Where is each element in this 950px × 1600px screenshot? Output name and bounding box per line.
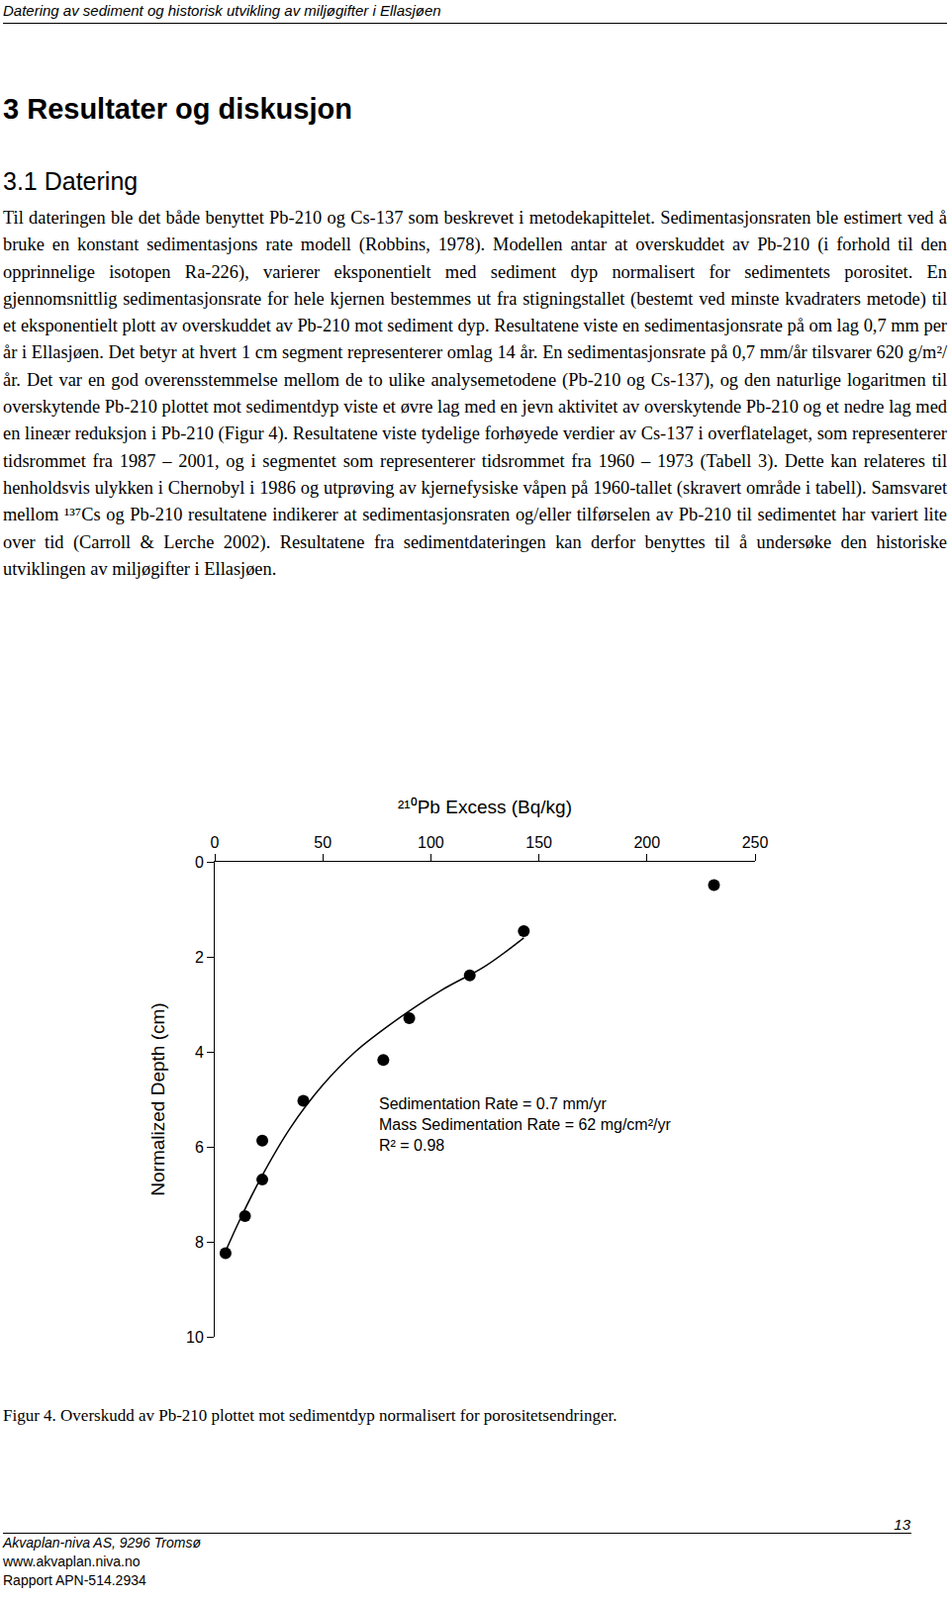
svg-text:²¹⁰Pb Excess (Bq/kg): ²¹⁰Pb Excess (Bq/kg): [397, 796, 572, 818]
svg-text:Normalized Depth (cm): Normalized Depth (cm): [147, 1002, 169, 1196]
html-text:Akvaplan-niva AS, 9296 Tromsø: Akvaplan-niva AS, 9296 Tromsø: [2, 1534, 201, 1551]
svg-text:8: 8: [194, 1234, 204, 1251]
svg-text:4: 4: [194, 1044, 204, 1061]
svg-text:6: 6: [194, 1139, 204, 1156]
svg-text:100: 100: [417, 834, 445, 852]
svg-text:50: 50: [313, 834, 332, 852]
html-text:3 Resultater og diskusjon: 3 Resultater og diskusjon: [2, 93, 353, 125]
svg-text:0: 0: [210, 834, 220, 852]
html-text:13: 13: [893, 1516, 911, 1533]
svg-text:0: 0: [194, 854, 204, 871]
html-text:www.akvaplan.niva.no: www.akvaplan.niva.no: [2, 1553, 141, 1570]
svg-text:2: 2: [194, 949, 204, 966]
html-text:Figur 4. Overskudd av Pb-210 p: Figur 4. Overskudd av Pb-210 plottet mot…: [2, 1406, 617, 1425]
svg-text:150: 150: [525, 834, 553, 852]
svg-text:250: 250: [742, 834, 769, 852]
svg-text:Sedimentation Rate = 0.7 mm/yr: Sedimentation Rate = 0.7 mm/yrMass Sedim…: [379, 1095, 671, 1154]
html-text:Datering av sediment og histor: Datering av sediment og historisk utvikl…: [2, 1, 442, 19]
html-text:Rapport APN-514.2934: Rapport APN-514.2934: [2, 1572, 147, 1589]
svg-text:10: 10: [186, 1329, 204, 1346]
html-text:Til dateringen ble det både be: Til dateringen ble det både benyttet Pb-…: [2, 207, 948, 579]
svg-text:200: 200: [633, 834, 661, 852]
html-text:3.1 Datering: 3.1 Datering: [2, 167, 138, 195]
